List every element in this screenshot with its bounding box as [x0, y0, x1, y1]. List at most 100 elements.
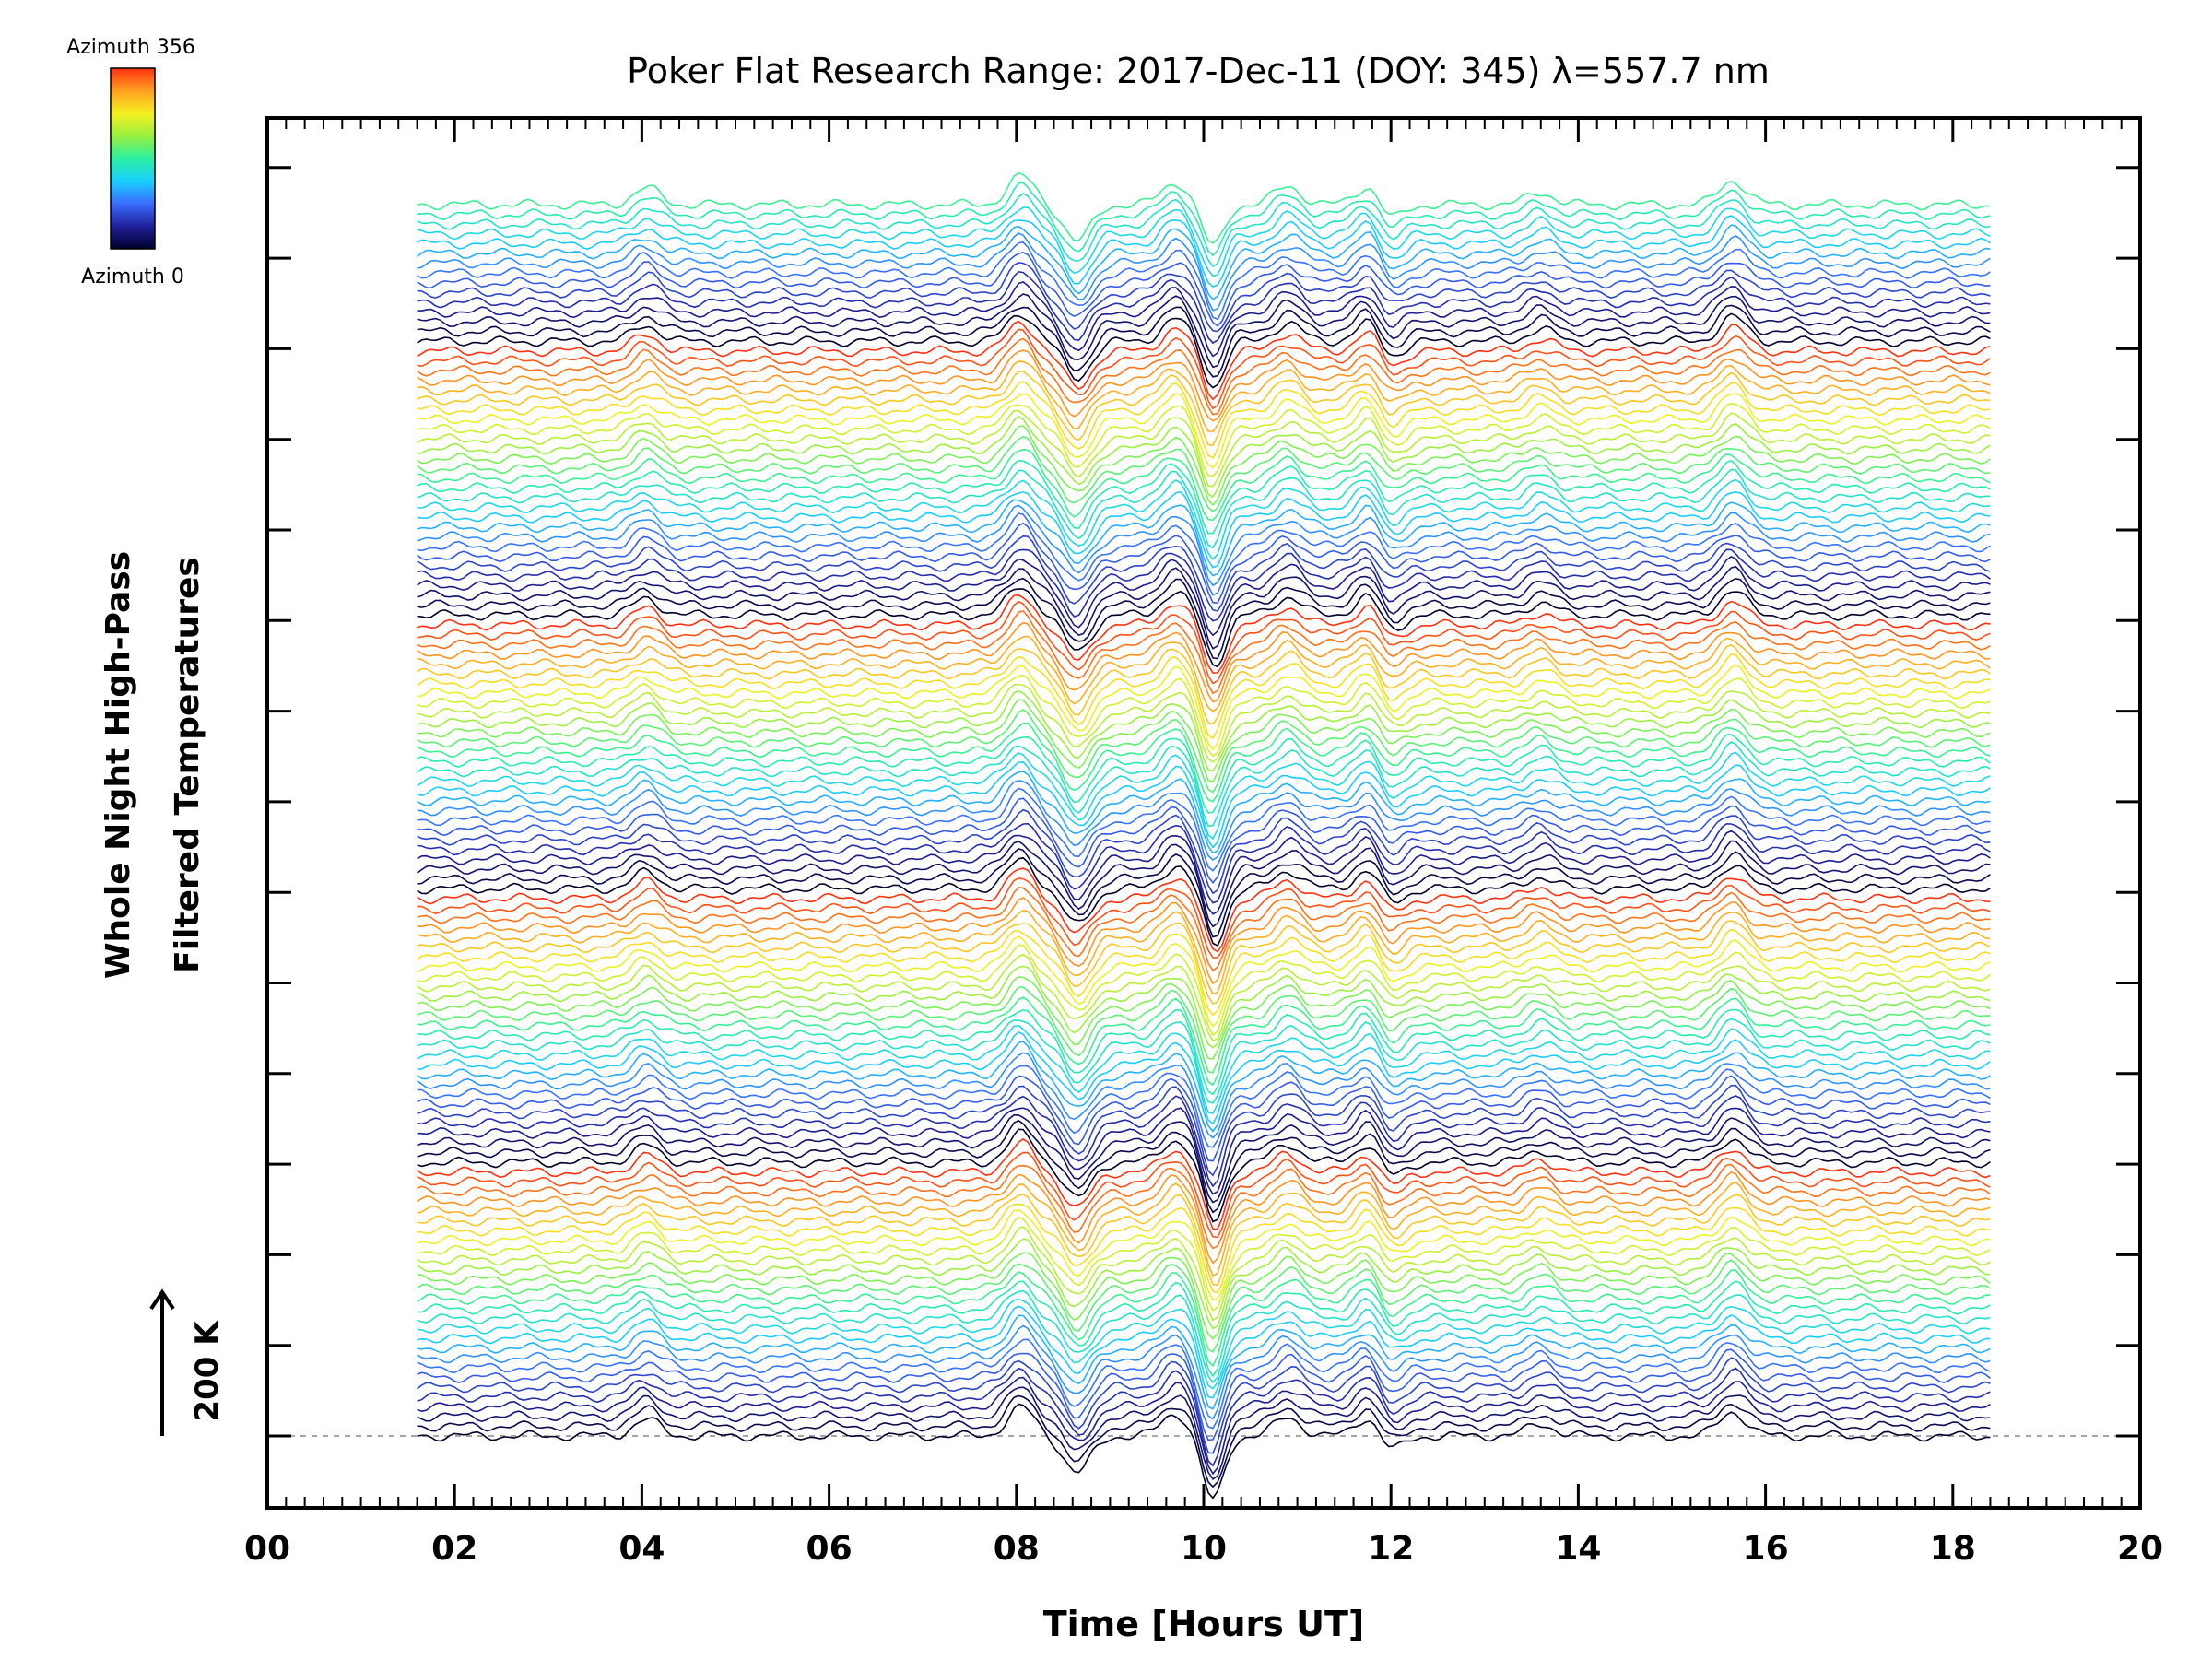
series-line	[417, 1095, 1991, 1188]
series-line	[417, 1348, 1991, 1441]
series-line	[417, 760, 1991, 849]
x-tick-label: 00	[244, 1530, 290, 1568]
series-line	[417, 1018, 1991, 1104]
series-line	[417, 1151, 1991, 1239]
series-line	[417, 548, 1991, 622]
x-tick-label: 12	[1368, 1530, 1414, 1568]
series-line	[417, 490, 1991, 569]
x-tick-label: 16	[1743, 1530, 1789, 1568]
series-line	[417, 674, 1991, 758]
series-line	[417, 1314, 1991, 1410]
series-line	[417, 610, 1991, 695]
series-line	[417, 1008, 1991, 1096]
series-line	[417, 1171, 1991, 1265]
series-line	[417, 1324, 1991, 1420]
series-line	[417, 996, 1991, 1087]
series-line	[417, 751, 1991, 841]
series-line	[417, 664, 1991, 751]
series-line	[417, 1269, 1991, 1368]
x-tick-label: 06	[806, 1530, 853, 1568]
x-tick-label: 14	[1555, 1530, 1601, 1568]
series-line	[417, 1403, 1991, 1500]
series-line	[417, 522, 1991, 605]
series-line	[417, 856, 1991, 947]
series-line	[417, 594, 1991, 674]
series-line	[417, 393, 1991, 469]
x-tick-label: 18	[1930, 1530, 1976, 1568]
series-line	[417, 1107, 1991, 1195]
x-tick-label: 08	[994, 1530, 1040, 1568]
y-axis-label-line2: Filtered Temperatures	[169, 557, 206, 973]
series-line	[417, 1119, 1991, 1214]
x-tick-labels: 00 02 04 06 08 10 12 14 16 18 20	[244, 1530, 2163, 1568]
x-axis-label: Time [Hours UT]	[1043, 1604, 1365, 1644]
series-line	[417, 416, 1991, 499]
series-line	[417, 840, 1991, 928]
series-line	[417, 241, 1991, 321]
series-line	[417, 787, 1991, 872]
series-line	[417, 771, 1991, 854]
series-line	[417, 1376, 1991, 1476]
series-line	[417, 1084, 1991, 1177]
series-line	[417, 986, 1991, 1074]
x-tick-label: 04	[618, 1530, 665, 1568]
series-line	[417, 897, 1991, 985]
series-line	[417, 252, 1991, 327]
series-line	[417, 944, 1991, 1037]
x-tick-label: 20	[2117, 1530, 2163, 1568]
series-line	[417, 409, 1991, 488]
series-line	[417, 535, 1991, 612]
series-line	[417, 425, 1991, 507]
series-line	[417, 459, 1991, 535]
series-line	[417, 1289, 1991, 1384]
series-line	[417, 1305, 1991, 1399]
series-line	[417, 1226, 1991, 1322]
series-line	[417, 1394, 1991, 1488]
series-line	[417, 293, 1991, 369]
series-line	[417, 1259, 1991, 1353]
series-line	[417, 877, 1991, 959]
series-line	[417, 224, 1991, 300]
series-line	[417, 909, 1991, 995]
series-line	[417, 1181, 1991, 1277]
series-line	[417, 565, 1991, 650]
series-line	[417, 699, 1991, 783]
series-line	[417, 780, 1991, 862]
chart-title: Poker Flat Research Range: 2017-Dec-11 (…	[627, 51, 1770, 91]
series-line	[417, 1203, 1991, 1294]
series-line	[417, 920, 1991, 1005]
series-line	[417, 1040, 1991, 1133]
series-line	[417, 435, 1991, 512]
series-line	[417, 337, 1991, 416]
colorbar	[110, 67, 156, 250]
series-line	[417, 935, 1991, 1028]
series-line	[417, 635, 1991, 712]
series-line	[417, 1357, 1991, 1454]
series-line	[417, 1163, 1991, 1250]
series-line	[417, 600, 1991, 685]
series-line	[417, 1299, 1991, 1390]
series-line	[417, 621, 1991, 703]
series-line	[417, 867, 1991, 953]
series-line	[417, 741, 1991, 827]
scale-bar-label: 200 K	[189, 1320, 226, 1422]
series-line	[417, 468, 1991, 549]
series-line	[417, 380, 1991, 459]
series-line	[417, 1075, 1991, 1162]
series-line	[417, 499, 1991, 577]
series-line	[417, 262, 1991, 333]
series-line	[417, 1338, 1991, 1430]
series-line	[417, 370, 1991, 446]
series-line	[417, 504, 1991, 587]
series-line	[417, 848, 1991, 938]
series-line	[417, 1065, 1991, 1148]
series-line	[417, 304, 1991, 378]
series-line	[417, 1138, 1991, 1230]
series-line	[417, 928, 1991, 1017]
colorbar-bottom-label: Azimuth 0	[81, 265, 184, 288]
series-line	[417, 1280, 1991, 1378]
series-line	[417, 709, 1991, 794]
series-line	[417, 643, 1991, 725]
series-line	[417, 232, 1991, 312]
series-line	[417, 976, 1991, 1060]
